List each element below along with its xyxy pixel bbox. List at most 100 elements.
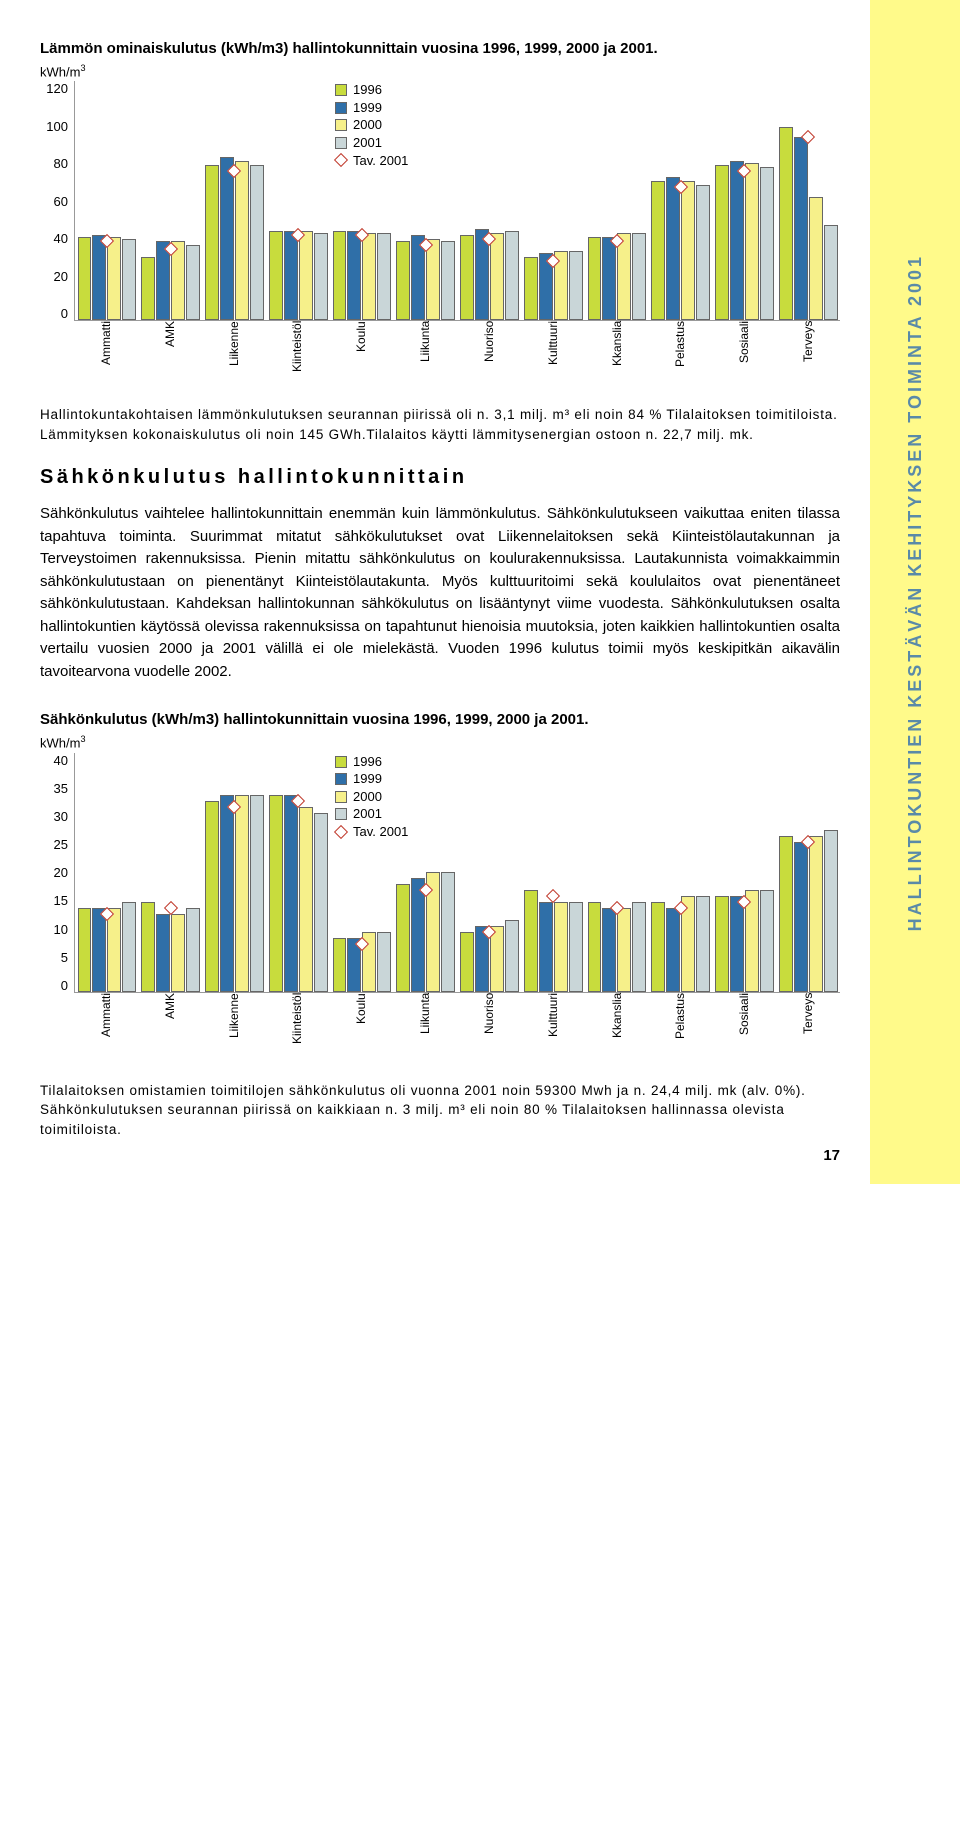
y-tick: 20 [54, 269, 68, 284]
y-tick: 15 [54, 893, 68, 908]
bar [78, 908, 92, 992]
x-label: Terveys [776, 993, 840, 1063]
x-label: Kiinteistöl [265, 321, 329, 391]
legend-label: 2001 [353, 805, 382, 823]
x-label: Kulttuuri [521, 993, 585, 1063]
legend-item: 2001 [335, 805, 408, 823]
y-tick: 30 [54, 809, 68, 824]
bar [588, 902, 602, 992]
bar [524, 257, 538, 321]
bar-group [75, 81, 139, 320]
bar [141, 257, 155, 321]
body-paragraph: Sähkönkulutus vaihtelee hallintokunnitta… [40, 503, 840, 683]
bar [666, 908, 680, 992]
bar-group [521, 81, 585, 320]
bar [696, 185, 710, 320]
bar [809, 836, 823, 991]
bar [715, 896, 729, 992]
diamond-marker [164, 901, 178, 915]
x-label: Kkanslia [585, 993, 649, 1063]
x-label: Sosiaali [712, 321, 776, 391]
x-label: Pelastus [648, 321, 712, 391]
bar [205, 165, 219, 320]
y-tick: 60 [54, 194, 68, 209]
bar [314, 813, 328, 992]
legend-item: 2000 [335, 116, 408, 134]
bar [156, 914, 170, 992]
bar [141, 902, 155, 992]
bar [745, 163, 759, 320]
x-label: Pelastus [648, 993, 712, 1063]
bar-group [75, 753, 139, 992]
bar [235, 795, 249, 992]
bar [92, 908, 106, 992]
x-label: Liikenne [202, 993, 266, 1063]
bar [92, 235, 106, 321]
y-tick: 120 [46, 81, 68, 96]
y-tick: 5 [61, 950, 68, 965]
legend-swatch [335, 137, 347, 149]
bar [460, 235, 474, 321]
diamond-marker [546, 889, 560, 903]
y-tick: 35 [54, 781, 68, 796]
legend-item: 2001 [335, 134, 408, 152]
bar [632, 233, 646, 321]
bar-group [203, 753, 267, 992]
legend-item: 2000 [335, 788, 408, 806]
bar [396, 884, 410, 992]
legend-swatch [335, 119, 347, 131]
x-label: Sosiaali [712, 993, 776, 1063]
legend-label: 1999 [353, 99, 382, 117]
legend-label: Tav. 2001 [353, 823, 408, 841]
bar [235, 161, 249, 320]
x-label: Kiinteistöl [265, 993, 329, 1063]
sidebar: HALLINTOKUNTIEN KESTÄVÄN KEHITYKSEN TOIM… [870, 0, 960, 1184]
bar [809, 197, 823, 320]
bar-group [713, 81, 777, 320]
legend: 1996199920002001Tav. 2001 [335, 753, 408, 841]
bar [617, 908, 631, 992]
bar [524, 890, 538, 992]
x-label: Koulu [329, 321, 393, 391]
legend-label: 2001 [353, 134, 382, 152]
bar [588, 237, 602, 321]
x-label: Ammatti [74, 321, 138, 391]
bar [362, 233, 376, 321]
x-label: Nuoriso [457, 321, 521, 391]
bar [220, 157, 234, 320]
legend-swatch [335, 756, 347, 768]
legend-item: 1996 [335, 81, 408, 99]
bar [505, 920, 519, 992]
legend-label: 1999 [353, 770, 382, 788]
chart2-caption: Tilalaitoksen omistamien toimitilojen sä… [40, 1081, 840, 1140]
legend-label: Tav. 2001 [353, 152, 408, 170]
y-tick: 25 [54, 837, 68, 852]
x-label: Ammatti [74, 993, 138, 1063]
legend-label: 2000 [353, 788, 382, 806]
bar [250, 165, 264, 320]
bar [314, 233, 328, 321]
bar [651, 902, 665, 992]
bar [333, 938, 347, 992]
bar-group [649, 81, 713, 320]
legend-swatch [335, 791, 347, 803]
bar [122, 902, 136, 992]
bar-group [266, 81, 330, 320]
bar-group [266, 753, 330, 992]
bar [333, 231, 347, 321]
y-unit: kWh/m3 [40, 734, 840, 750]
bar [617, 233, 631, 321]
bar [569, 902, 583, 992]
y-tick: 0 [61, 978, 68, 993]
bar-group [139, 753, 203, 992]
bar [122, 239, 136, 321]
chart1: kWh/m31201008060402001996199920002001Tav… [40, 63, 840, 391]
x-label: Liikunta [393, 321, 457, 391]
bar [377, 233, 391, 321]
bar-group [458, 753, 522, 992]
bar [794, 137, 808, 320]
bar [411, 878, 425, 992]
bar-group [585, 81, 649, 320]
bar [299, 807, 313, 992]
bar [730, 161, 744, 320]
